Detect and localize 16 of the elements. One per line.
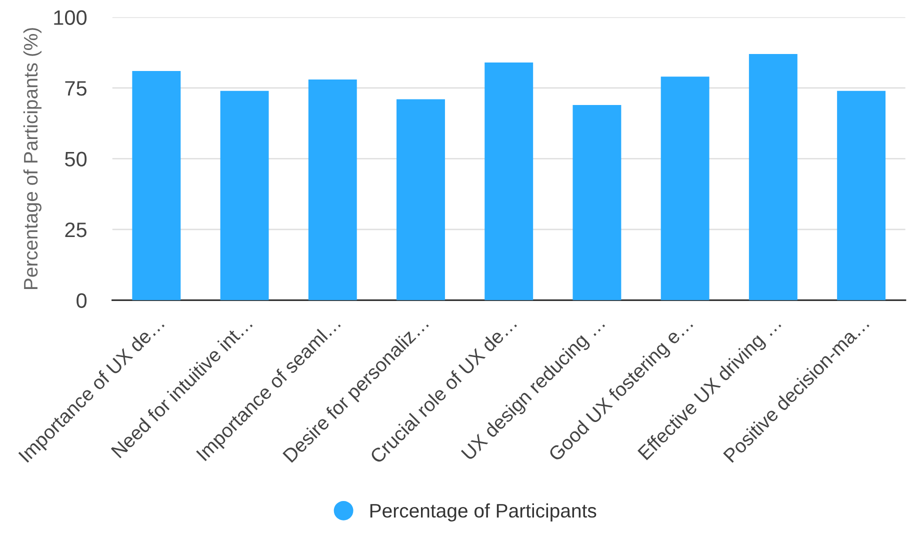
y-tick-label: 50 bbox=[65, 152, 87, 166]
y-tick-label: 100 bbox=[54, 10, 87, 25]
bar bbox=[308, 80, 357, 300]
legend-label: Percentage of Participants bbox=[370, 503, 596, 522]
bar bbox=[748, 54, 798, 300]
bar bbox=[132, 71, 181, 300]
bar bbox=[837, 90, 886, 300]
y-tick-label: 25 bbox=[65, 222, 86, 238]
bar bbox=[572, 104, 622, 300]
y-tick-label: 0 bbox=[76, 293, 87, 308]
bar bbox=[484, 62, 534, 300]
bar bbox=[220, 90, 269, 300]
y-axis-title: Percentage of Participants (%) bbox=[23, 28, 42, 289]
y-tick-label: 75 bbox=[65, 81, 86, 96]
bar bbox=[396, 99, 445, 300]
bar bbox=[660, 76, 710, 300]
